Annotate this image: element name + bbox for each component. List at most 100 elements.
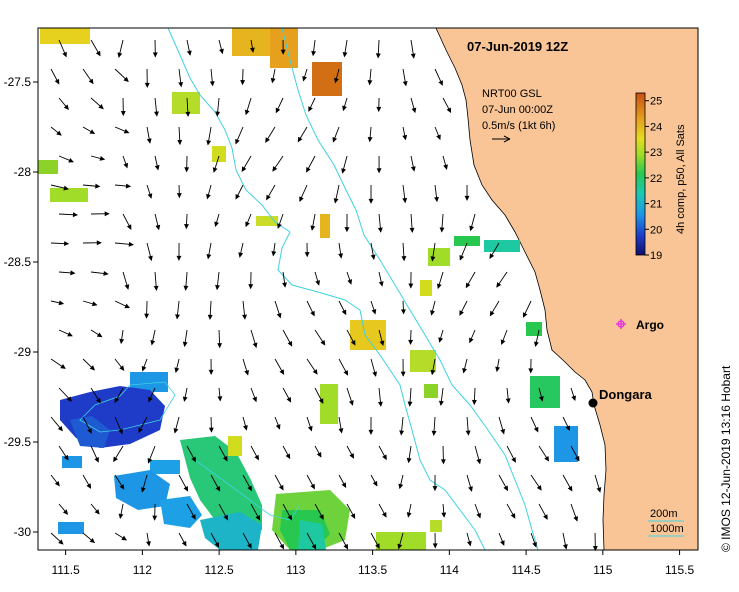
- dongara-marker: [588, 398, 598, 408]
- current-vector-head: [96, 397, 101, 404]
- dataset-label: NRT00 GSL: [482, 88, 542, 100]
- current-vector-head: [436, 283, 442, 290]
- colorbar-label: 4h comp, p50, All Sats: [675, 124, 687, 234]
- current-vector-head: [400, 309, 406, 315]
- current-vector-head: [573, 516, 578, 522]
- current-vector-head: [154, 165, 160, 171]
- current-vector-head: [342, 52, 348, 58]
- current-vector-head: [468, 486, 473, 492]
- current-vector-head: [89, 365, 96, 371]
- current-vector-head: [181, 540, 187, 547]
- current-vector-head: [276, 312, 282, 319]
- current-vector-head: [500, 540, 505, 546]
- current-vector-head: [334, 77, 339, 84]
- current-vector-head: [64, 241, 70, 247]
- current-vector-head: [378, 401, 383, 407]
- current-vector-head: [377, 227, 383, 233]
- current-vector-head: [459, 254, 465, 261]
- current-vector-head: [185, 111, 191, 118]
- lat-tick-label: -28: [14, 165, 32, 179]
- current-vector-head: [571, 395, 577, 402]
- current-vector-head: [341, 482, 347, 489]
- current-vector-head: [128, 241, 134, 247]
- current-vector-head: [318, 398, 324, 404]
- lon-tick-label: 114: [440, 563, 459, 577]
- current-vector-head: [307, 425, 313, 432]
- lat-tick-label: -29: [14, 345, 32, 359]
- current-vector-head: [401, 256, 407, 262]
- current-vector-head: [176, 193, 182, 199]
- current-vector-head: [528, 368, 534, 374]
- lon-tick-label: 112.5: [205, 563, 234, 577]
- vector-scale-arrow: [492, 135, 511, 143]
- current-vector-head: [538, 396, 544, 402]
- current-vectors: [50, 39, 602, 552]
- current-vector-head: [96, 332, 103, 338]
- current-vector-head: [277, 223, 282, 229]
- current-vector-head: [275, 107, 281, 114]
- current-vector-head: [67, 331, 73, 337]
- current-vector-head: [208, 369, 214, 375]
- current-vector-head: [375, 53, 381, 59]
- current-vector-head: [120, 110, 126, 117]
- current-vector-head: [432, 543, 438, 549]
- current-vector-head: [271, 251, 277, 257]
- current-vector-head: [372, 371, 378, 377]
- current-vector-head: [430, 310, 435, 316]
- current-vector-head: [182, 341, 188, 348]
- current-vector-head: [95, 183, 101, 189]
- current-vector-head: [533, 426, 539, 433]
- current-vector-head: [471, 399, 477, 406]
- legend-1000m-label: 1000m: [650, 523, 684, 535]
- current-vector-head: [235, 138, 240, 145]
- dataset-time: 07-Jun 00:00Z: [482, 104, 553, 116]
- current-vector-head: [434, 196, 439, 203]
- argo-marker: [616, 319, 626, 329]
- current-vector-head: [191, 514, 196, 520]
- current-vector-head: [282, 282, 287, 288]
- current-vector-head: [338, 253, 344, 259]
- current-vector-head: [350, 513, 356, 519]
- current-vector-head: [286, 397, 292, 403]
- current-vector-head: [208, 427, 214, 433]
- current-vector-head: [469, 337, 474, 344]
- isobath-shelf-west: [79, 381, 176, 433]
- current-vector-head: [312, 369, 318, 375]
- current-vector-head: [496, 282, 502, 288]
- current-vector-head: [565, 425, 570, 432]
- current-vector-head: [63, 185, 69, 191]
- current-vector-head: [382, 454, 387, 461]
- current-vector-head: [430, 369, 436, 376]
- current-vector-head: [241, 166, 247, 173]
- current-vector-head: [438, 337, 444, 343]
- current-vector-head: [511, 457, 516, 463]
- current-vector-head: [238, 252, 244, 258]
- current-vector-head: [191, 456, 196, 463]
- current-vector-head: [152, 52, 158, 58]
- current-vector-head: [206, 193, 211, 200]
- current-vector-head: [95, 50, 101, 57]
- current-vector-head: [54, 480, 60, 487]
- current-vector-head: [247, 485, 252, 492]
- current-vector-head: [56, 130, 62, 136]
- current-vector-head: [86, 483, 92, 489]
- current-vector-head: [252, 396, 257, 403]
- current-vector-head: [562, 544, 568, 550]
- current-vector-head: [275, 424, 281, 430]
- current-vector-head: [320, 339, 326, 346]
- current-vector-head: [119, 484, 125, 490]
- current-vector-head: [410, 166, 416, 172]
- current-vector-head: [311, 50, 317, 57]
- lat-tick-label: -28.5: [4, 255, 32, 269]
- current-vector-head: [436, 134, 441, 141]
- current-vector-head: [70, 270, 76, 276]
- lon-tick-label: 111.5: [52, 563, 81, 577]
- current-vector-head: [183, 485, 189, 492]
- current-vector-head: [406, 457, 412, 464]
- current-vector-head: [503, 485, 509, 492]
- current-vector-head: [87, 428, 92, 434]
- current-vector-head: [123, 162, 129, 169]
- lat-tick-label: -30: [14, 525, 32, 539]
- legend-200m-label: 200m: [650, 508, 678, 520]
